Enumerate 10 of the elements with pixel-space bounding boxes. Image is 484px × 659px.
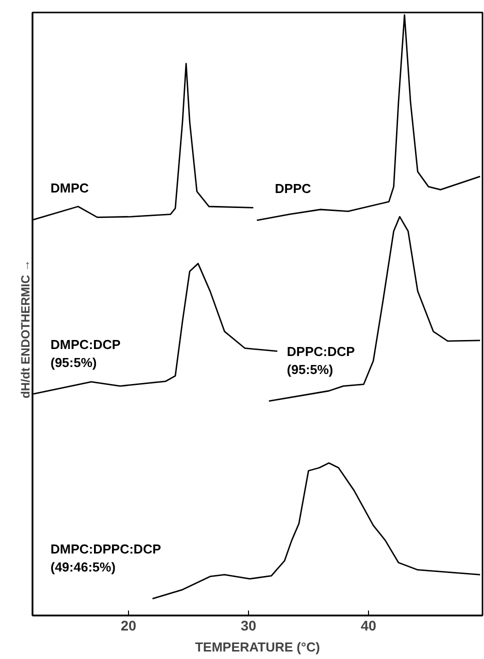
x-tick-label: 20 bbox=[120, 618, 136, 634]
series-label: DMPC:DCP (95:5%) bbox=[50, 336, 121, 370]
x-tick-label: 30 bbox=[240, 618, 256, 634]
y-axis-title: dH/dt ENDOTHERMIC → bbox=[18, 260, 32, 398]
x-axis-title: TEMPERATURE (°C) bbox=[195, 640, 320, 654]
series-label: DPPC:DCP (95:5%) bbox=[286, 344, 356, 377]
series-label: DPPC bbox=[274, 181, 312, 196]
x-tick-label: 40 bbox=[360, 618, 376, 634]
series-label: DMPC:DPPC:DCP (49:46:5%) bbox=[50, 542, 162, 575]
series-label: DMPC bbox=[50, 180, 90, 196]
